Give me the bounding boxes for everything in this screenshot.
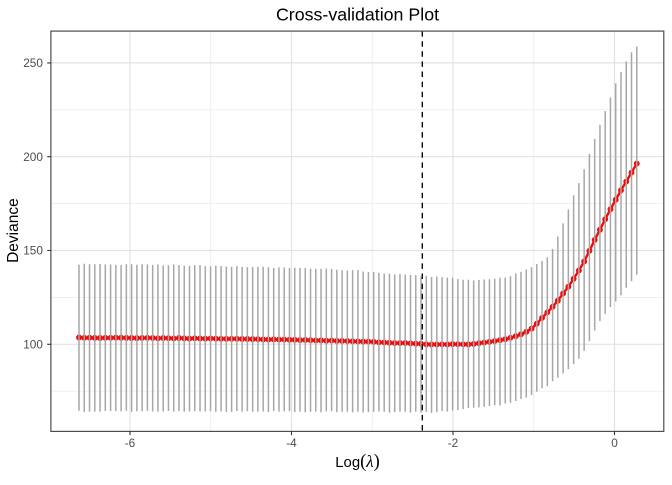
svg-text:200: 200 — [23, 150, 43, 164]
svg-text:-4: -4 — [286, 436, 297, 450]
svg-text:0: 0 — [611, 436, 618, 450]
svg-text:-2: -2 — [448, 436, 459, 450]
svg-text:Cross-validation Plot: Cross-validation Plot — [276, 5, 439, 25]
svg-text:150: 150 — [23, 244, 43, 258]
svg-text:Log(λ): Log(λ) — [335, 452, 379, 472]
svg-text:250: 250 — [23, 56, 43, 70]
svg-text:100: 100 — [23, 338, 43, 352]
svg-text:-6: -6 — [125, 436, 136, 450]
svg-text:Deviance: Deviance — [5, 198, 22, 263]
